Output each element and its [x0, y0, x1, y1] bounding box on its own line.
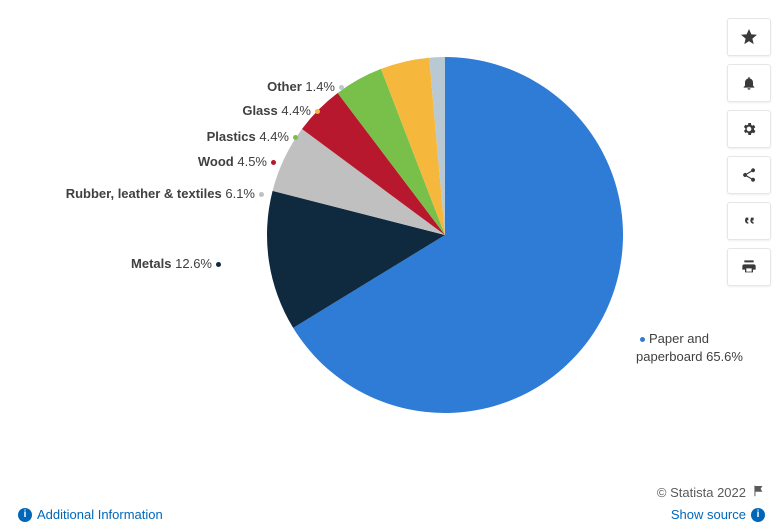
additional-information-label: Additional Information — [37, 507, 163, 522]
alert-button[interactable] — [727, 64, 771, 102]
legend-marker — [293, 135, 298, 140]
quote-icon — [741, 213, 757, 229]
legend-marker — [259, 192, 264, 197]
favorite-button[interactable] — [727, 18, 771, 56]
settings-button[interactable] — [727, 110, 771, 148]
pie-label: Other 1.4% — [0, 78, 348, 96]
legend-marker — [640, 337, 645, 342]
chart-area: Paper andpaperboard 65.6%Metals 12.6%Rub… — [0, 0, 720, 460]
additional-information-link[interactable]: i Additional Information — [18, 507, 163, 522]
pie-label: Paper andpaperboard 65.6% — [636, 330, 743, 365]
pie-label: Glass 4.4% — [0, 102, 324, 120]
show-source-link[interactable]: Show source i — [671, 507, 765, 522]
cite-button[interactable] — [727, 202, 771, 240]
report-flag-icon[interactable] — [752, 484, 765, 500]
copyright-text: © Statista 2022 — [657, 485, 746, 500]
pie-label: Wood 4.5% — [0, 153, 280, 171]
gear-icon — [741, 121, 757, 137]
print-icon — [741, 259, 757, 275]
show-source-label: Show source — [671, 507, 746, 522]
print-button[interactable] — [727, 248, 771, 286]
copyright: © Statista 2022 — [657, 484, 765, 500]
pie-label: Rubber, leather & textiles 6.1% — [0, 185, 268, 203]
info-icon: i — [751, 508, 765, 522]
footer: © Statista 2022 i Additional Information… — [16, 484, 767, 524]
bell-icon — [741, 75, 757, 91]
share-button[interactable] — [727, 156, 771, 194]
star-icon — [741, 29, 757, 45]
info-icon: i — [18, 508, 32, 522]
chart-toolbar — [727, 18, 771, 286]
share-icon — [741, 167, 757, 183]
legend-marker — [315, 109, 320, 114]
legend-marker — [339, 85, 344, 90]
pie-label: Metals 12.6% — [0, 255, 225, 273]
legend-marker — [271, 160, 276, 165]
pie-label: Plastics 4.4% — [0, 128, 302, 146]
legend-marker — [216, 262, 221, 267]
